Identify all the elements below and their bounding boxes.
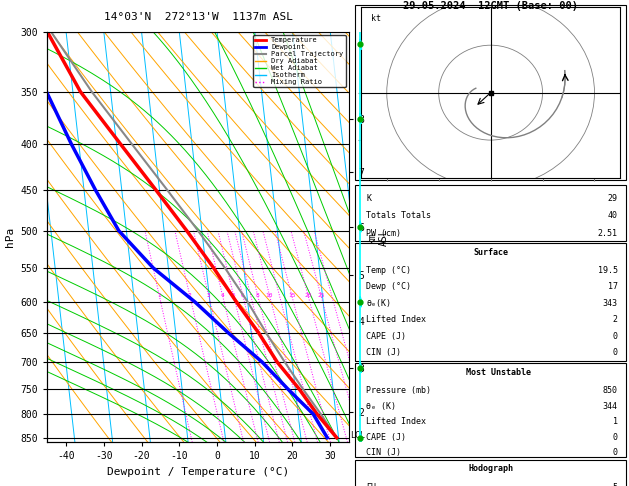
Text: CIN (J): CIN (J): [366, 448, 401, 457]
Text: Lifted Index: Lifted Index: [366, 315, 426, 324]
Text: 4: 4: [221, 293, 225, 298]
Text: 2: 2: [613, 315, 618, 324]
Text: 2.51: 2.51: [598, 228, 618, 238]
Legend: Temperature, Dewpoint, Parcel Trajectory, Dry Adiabat, Wet Adiabat, Isotherm, Mi: Temperature, Dewpoint, Parcel Trajectory…: [253, 35, 345, 87]
Text: Most Unstable: Most Unstable: [450, 368, 531, 377]
Text: θₑ(K): θₑ(K): [366, 299, 391, 308]
Text: CAPE (J): CAPE (J): [366, 433, 406, 442]
Text: K: K: [366, 194, 371, 203]
Text: 15: 15: [288, 293, 296, 298]
Text: θₑ (K): θₑ (K): [366, 402, 396, 411]
Text: Lifted Index: Lifted Index: [366, 417, 426, 426]
Text: 10: 10: [266, 293, 273, 298]
Text: EH: EH: [366, 483, 376, 486]
Text: 850: 850: [603, 386, 618, 396]
Text: 14°03'N  272°13'W  1137m ASL: 14°03'N 272°13'W 1137m ASL: [104, 12, 292, 22]
Text: 25: 25: [317, 293, 325, 298]
Text: 3: 3: [207, 293, 211, 298]
Text: CIN (J): CIN (J): [366, 348, 401, 357]
Text: Temp (°C): Temp (°C): [366, 266, 411, 275]
Bar: [355, 185, 626, 241]
Text: 20: 20: [304, 293, 312, 298]
Text: 0: 0: [613, 331, 618, 341]
Text: LCL: LCL: [350, 431, 365, 440]
Text: 17: 17: [608, 282, 618, 292]
Text: 29: 29: [608, 194, 618, 203]
Text: Pressure (mb): Pressure (mb): [366, 386, 431, 396]
Y-axis label: km
ASL: km ASL: [367, 228, 388, 246]
Text: 344: 344: [603, 402, 618, 411]
Text: 1: 1: [157, 293, 161, 298]
Text: 29.05.2024  12GMT (Base: 00): 29.05.2024 12GMT (Base: 00): [403, 1, 578, 12]
Text: Dewp (°C): Dewp (°C): [366, 282, 411, 292]
Text: 8: 8: [256, 293, 260, 298]
Bar: [355, 243, 626, 361]
Text: 343: 343: [603, 299, 618, 308]
Text: 0: 0: [613, 448, 618, 457]
Text: Surface: Surface: [473, 248, 508, 257]
Text: 0: 0: [613, 348, 618, 357]
Text: 5: 5: [613, 483, 618, 486]
Text: CAPE (J): CAPE (J): [366, 331, 406, 341]
Text: PW (cm): PW (cm): [366, 228, 401, 238]
Text: 40: 40: [608, 211, 618, 220]
Bar: [355, 5, 626, 180]
X-axis label: Dewpoint / Temperature (°C): Dewpoint / Temperature (°C): [107, 467, 289, 477]
Text: 6: 6: [241, 293, 245, 298]
Text: 1: 1: [613, 417, 618, 426]
Bar: [355, 460, 626, 486]
Bar: [355, 364, 626, 457]
Text: 2: 2: [188, 293, 192, 298]
Text: 0: 0: [613, 433, 618, 442]
Y-axis label: hPa: hPa: [5, 227, 15, 247]
Text: 19.5: 19.5: [598, 266, 618, 275]
Text: 5: 5: [231, 293, 235, 298]
Text: Totals Totals: Totals Totals: [366, 211, 431, 220]
Text: Hodograph: Hodograph: [468, 464, 513, 473]
